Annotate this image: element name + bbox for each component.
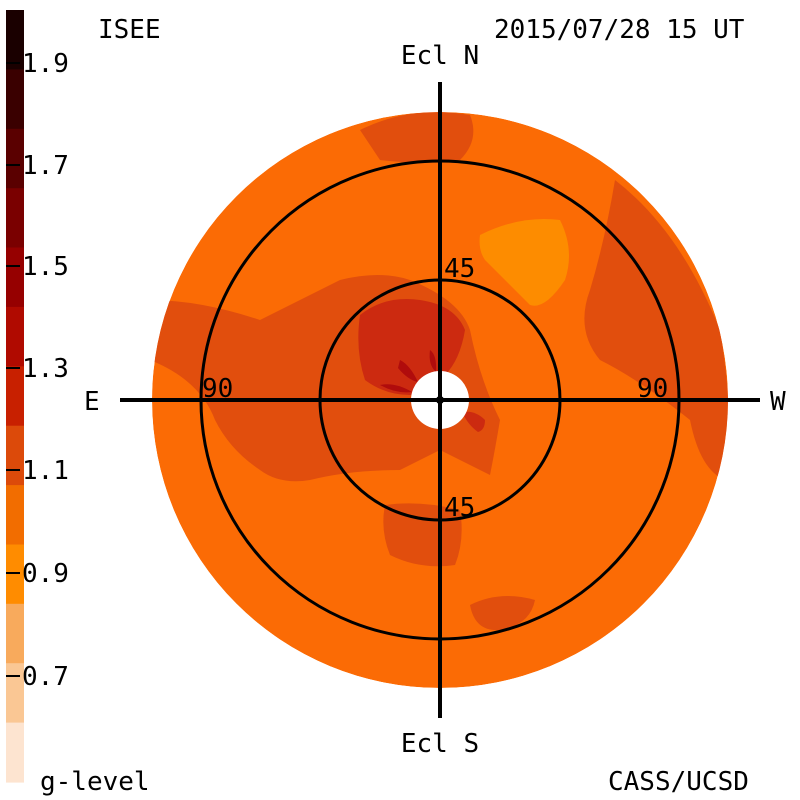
contour-region: [398, 360, 418, 382]
colorbar-band: [6, 306, 24, 367]
colorbar-band: [6, 485, 24, 546]
colorbar-band: [6, 722, 24, 783]
contour-region: [429, 350, 437, 372]
colorbar-ticks: [6, 62, 20, 677]
colorbar-band: [6, 128, 24, 189]
timestamp-label: 2015/07/28 15 UT: [494, 15, 745, 45]
colorbar-band: [6, 663, 24, 724]
ring-label-inner-top: 45: [444, 254, 475, 284]
direction-label-east: E: [84, 387, 100, 417]
ring-label-outer-left: 90: [202, 374, 233, 404]
contour-region: [360, 112, 474, 163]
colorbar-band: [6, 366, 24, 427]
colorbar-band: [6, 247, 24, 308]
center-marker: [436, 396, 444, 404]
colorbar-tick-label: 0.9: [22, 559, 69, 589]
colorbar-tick-label: 0.7: [22, 662, 69, 692]
colorbar-band: [6, 544, 24, 605]
colorbar-band: [6, 603, 24, 664]
colorbar-tick-label: 1.5: [22, 252, 69, 282]
colorbar-title: g-level: [40, 767, 150, 797]
direction-label-west: W: [770, 387, 786, 417]
contour-region: [479, 219, 569, 306]
colorbar-tick-label: 1.3: [22, 354, 69, 384]
observatory-label: ISEE: [98, 15, 161, 45]
ring-label-outer-right: 90: [637, 374, 668, 404]
colorbar-band: [6, 69, 24, 130]
contour-region: [380, 384, 412, 393]
credit-label: CASS/UCSD: [608, 767, 749, 797]
colorbar-tick-label: 1.7: [22, 151, 69, 181]
ring-label-inner-bottom: 45: [444, 493, 475, 523]
contour-region: [462, 411, 485, 432]
colorbar-tick-label: 1.1: [22, 456, 69, 486]
direction-label-south: Ecl S: [401, 729, 479, 759]
colorbar-band: [6, 188, 24, 249]
contour-region: [584, 180, 728, 480]
direction-label-north: Ecl N: [401, 41, 479, 71]
colorbar-tick-label: 1.9: [22, 49, 69, 79]
contour-region: [470, 596, 535, 631]
colorbar-band: [6, 10, 24, 70]
